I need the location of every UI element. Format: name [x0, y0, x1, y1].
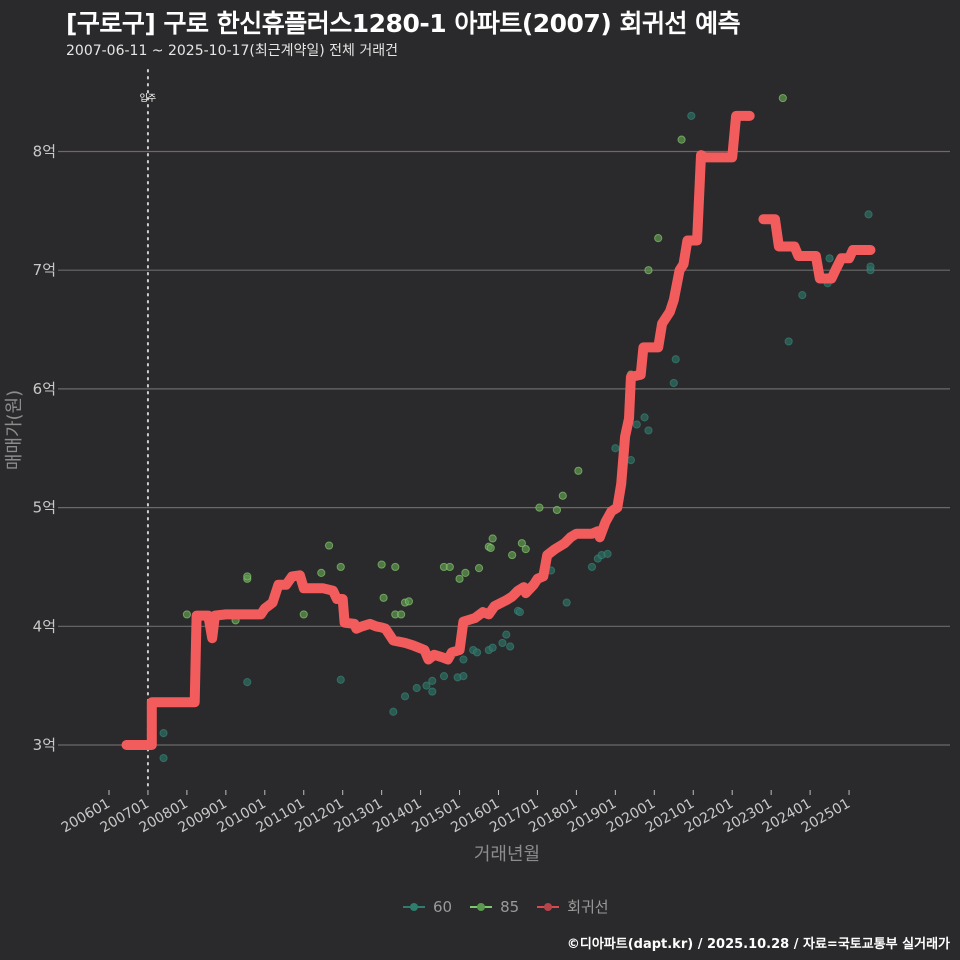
scatter-point-85: [535, 503, 544, 512]
scatter-point-85: [521, 545, 530, 554]
scatter-series-60: [159, 111, 875, 763]
scatter-point-85: [486, 543, 495, 553]
scatter-point-85: [336, 562, 345, 572]
scatter-point-85: [474, 564, 484, 573]
scatter-point-85: [677, 135, 686, 144]
y-axis-ticks: 3억 4억 5억 6억 7억 8억: [33, 143, 56, 755]
scatter-point-85: [404, 597, 414, 606]
scatter-point-85: [397, 610, 406, 619]
x-axis-ticks: 2006012007012008012009012010012011012012…: [59, 790, 853, 836]
scatter-point-85: [455, 574, 464, 583]
scatter-point-60: [439, 672, 449, 681]
legend-item-85[interactable]: 85: [470, 898, 519, 916]
scatter-point-60: [428, 687, 437, 696]
scatter-point-60: [400, 692, 410, 701]
scatter-point-85: [391, 562, 400, 572]
legend-key-60-icon: [403, 900, 425, 914]
scatter-point-85: [379, 593, 388, 602]
legend-label-60: 60: [433, 897, 453, 916]
legend-key-regression-icon: [537, 900, 560, 914]
scatter-point-60: [422, 681, 431, 690]
scatter-point-85: [299, 610, 308, 619]
y-gridlines: [58, 150, 950, 746]
scatter-point-85: [182, 610, 191, 619]
regression-line-segment: [121, 110, 755, 750]
scatter-point-60: [825, 254, 834, 263]
scatter-point-60: [632, 420, 641, 429]
scatter-point-60: [428, 676, 437, 686]
scatter-point-85: [778, 93, 787, 103]
scatter-point-85: [552, 505, 562, 515]
scatter-point-60: [459, 672, 468, 681]
legend-item-60[interactable]: 60: [403, 898, 452, 916]
y-tick-label: 3억: [33, 736, 56, 754]
scatter-point-60: [159, 753, 168, 763]
scatter-point-60: [515, 607, 525, 617]
chart-title: [구로구] 구로 한신휴플러스1280-1 아파트(2007) 회귀선 예측: [66, 9, 741, 38]
legend-label-85: 85: [500, 897, 520, 916]
scatter-point-85: [644, 266, 653, 275]
scatter-point-60: [644, 426, 653, 435]
scatter-point-60: [603, 549, 612, 558]
legend-label-regression: 회귀선: [567, 898, 609, 916]
y-tick-label: 8억: [33, 143, 56, 161]
scatter-point-85: [317, 568, 326, 577]
scatter-point-60: [864, 210, 873, 219]
scatter-point-85: [243, 572, 252, 581]
scatter-point-60: [669, 378, 678, 388]
y-tick-label: 5억: [33, 499, 56, 517]
source-caption: ©디아파트(dapt.kr) / 2025.10.28 / 자료=국토교통부 실…: [566, 937, 950, 952]
scatter-point-85: [508, 550, 517, 560]
scatter-point-85: [461, 568, 470, 577]
scatter-point-60: [687, 111, 696, 120]
scatter-point-85: [574, 466, 583, 475]
scatter-point-85: [377, 560, 386, 569]
scatter-point-60: [587, 562, 597, 572]
regression-line: [121, 110, 876, 750]
scatter-point-60: [784, 337, 793, 346]
scatter-point-60: [243, 677, 252, 687]
scatter-point-60: [562, 598, 571, 607]
legend: 60 85 회귀선: [403, 896, 617, 917]
scatter-point-60: [502, 630, 511, 639]
scatter-point-60: [506, 642, 515, 651]
legend-key-85-icon: [470, 900, 493, 914]
chart-subtitle: 2007-06-11 ~ 2025-10-17(최근계약일) 전체 거래건: [66, 43, 398, 59]
y-axis-title: 매매가(원): [4, 390, 25, 470]
y-tick-label: 4억: [33, 617, 56, 635]
scatter-point-60: [640, 413, 649, 422]
x-axis-title: 거래년월: [474, 844, 540, 865]
scatter-point-60: [798, 291, 807, 300]
move-in-label: 입주: [140, 92, 157, 104]
legend-item-regression[interactable]: 회귀선: [537, 896, 609, 917]
y-tick-label: 6억: [33, 380, 56, 398]
y-tick-label: 7억: [33, 261, 56, 279]
scatter-point-60: [389, 707, 398, 716]
scatter-point-60: [472, 648, 482, 657]
scatter-point-60: [412, 683, 421, 693]
scatter-point-85: [488, 534, 497, 543]
scatter-point-60: [866, 262, 875, 271]
scatter-point-60: [626, 456, 636, 465]
scatter-point-60: [671, 355, 680, 364]
scatter-point-60: [459, 655, 468, 664]
scatter-point-85: [654, 234, 663, 243]
scatter-point-60: [336, 675, 345, 684]
scatter-point-85: [324, 541, 334, 550]
scatter-point-60: [611, 444, 620, 453]
scatter-point-85: [445, 562, 454, 572]
regression-line-segment: [758, 214, 876, 284]
scatter-point-60: [488, 643, 497, 652]
scatter-point-60: [498, 638, 507, 648]
scatter-point-85: [517, 539, 526, 548]
scatter-point-85: [558, 491, 567, 500]
scatter-point-60: [159, 729, 168, 738]
move-in-marker-line: 입주: [140, 69, 157, 791]
